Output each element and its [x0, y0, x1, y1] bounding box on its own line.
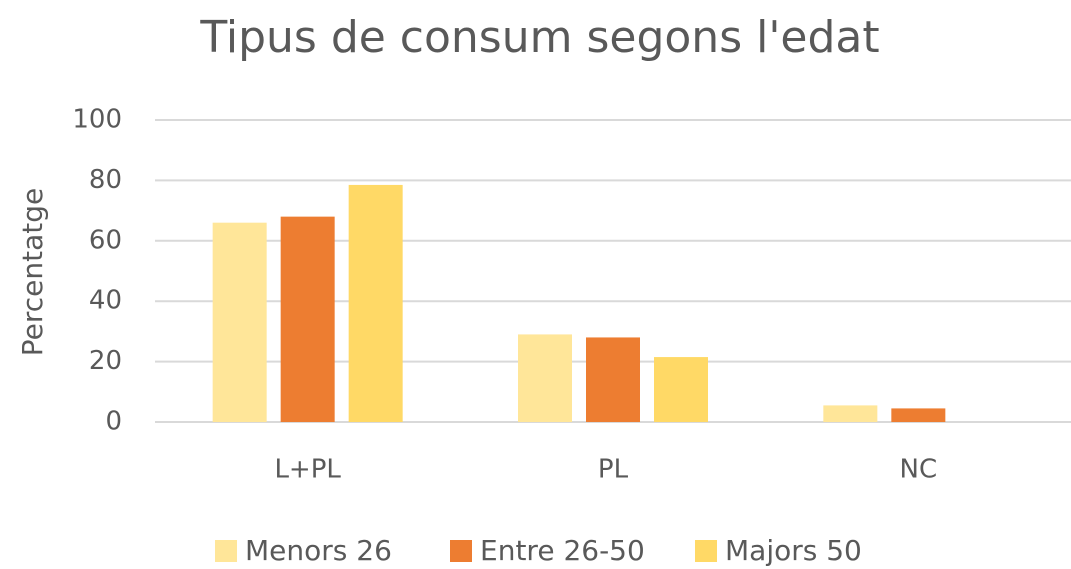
legend-label: Majors 50 — [725, 534, 862, 567]
bar — [518, 334, 572, 422]
y-tick-label: 60 — [89, 225, 122, 255]
y-tick-label: 20 — [89, 346, 122, 376]
legend-label: Entre 26-50 — [480, 534, 645, 567]
x-tick-label: L+PL — [274, 455, 341, 485]
x-tick-label: NC — [900, 455, 938, 485]
bar — [280, 216, 335, 422]
y-tick-label: 80 — [89, 165, 122, 195]
bar — [586, 337, 640, 422]
y-tick-label: 40 — [89, 286, 122, 316]
y-axis-label: Percentatge — [16, 188, 49, 357]
bar — [348, 184, 403, 422]
legend-swatch — [215, 540, 237, 562]
bar — [891, 408, 946, 422]
legend-swatch — [695, 540, 717, 562]
legend-label: Menors 26 — [245, 534, 392, 567]
chart-title: Tipus de consum segons l'edat — [199, 12, 879, 63]
y-tick-label: 100 — [72, 105, 122, 135]
bar — [823, 405, 878, 422]
y-tick-label: 0 — [105, 407, 122, 437]
bar — [212, 222, 267, 422]
x-tick-label: PL — [598, 455, 629, 485]
legend-swatch — [450, 540, 472, 562]
bar — [654, 357, 708, 422]
